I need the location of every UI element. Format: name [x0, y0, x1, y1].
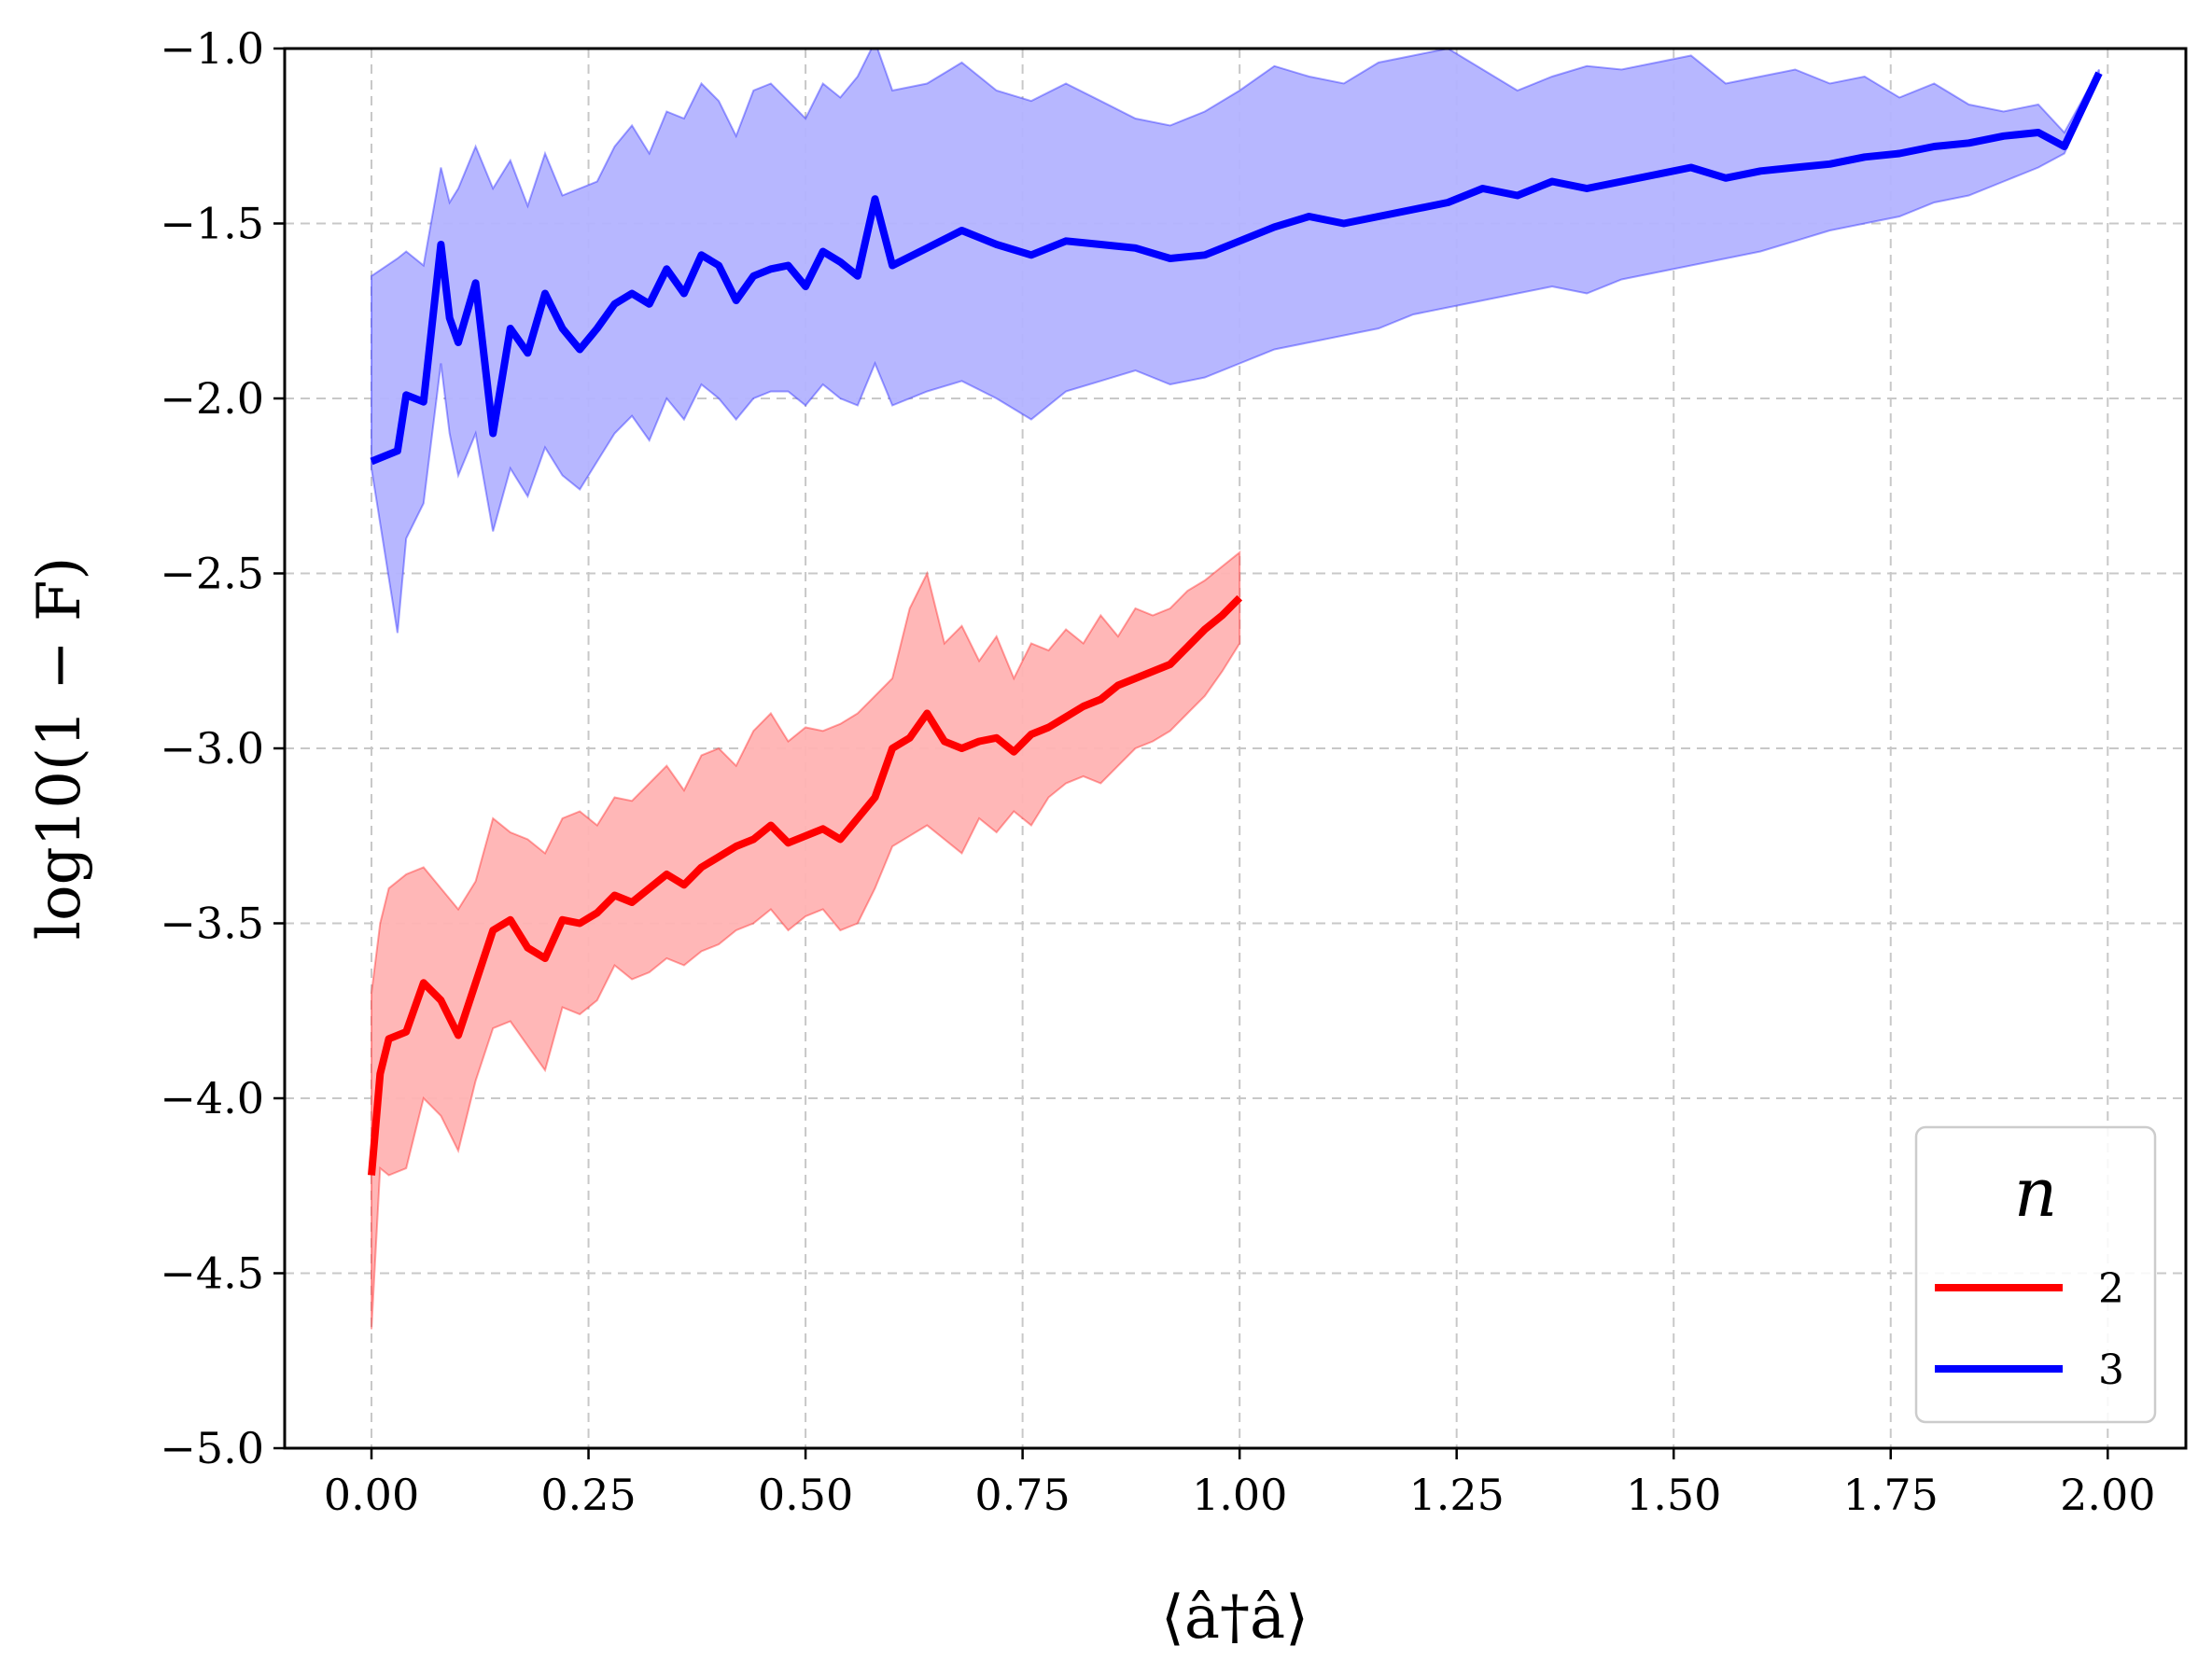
- x-tick-label: 0.50: [758, 1470, 853, 1520]
- x-tick-label: 1.75: [1843, 1470, 1939, 1520]
- axis-ticks: 0.00 0.25 0.50 0.75 1.00 1.25 1.50 1.75 2.00 −1.0…: [160, 23, 2155, 1520]
- y-tick-label: −2.5: [160, 549, 264, 599]
- legend-frame: [1914, 1125, 2157, 1424]
- y-tick-label: −4.5: [160, 1249, 264, 1299]
- y-tick-label: −4.0: [160, 1073, 264, 1123]
- x-tick-label: 2.00: [2060, 1470, 2155, 1520]
- y-axis-title: log10(1 − F): [25, 557, 94, 941]
- x-axis-title: ⟨â†â⟩: [1161, 1583, 1309, 1653]
- x-tick-label: 1.25: [1408, 1470, 1504, 1520]
- series-line-n2: [368, 594, 1243, 1176]
- y-tick-label: −5.0: [160, 1423, 264, 1473]
- series-line-n3: [370, 71, 2103, 466]
- legend-title: n: [2014, 1153, 2057, 1232]
- y-tick-label: −3.5: [160, 899, 264, 949]
- x-tick-label: 0.75: [974, 1470, 1070, 1520]
- y-tick-label: −2.0: [160, 373, 264, 424]
- series-lines: [368, 71, 2103, 1176]
- legend: n 2 3: [1914, 1125, 2157, 1424]
- y-tick-label: −1.5: [160, 199, 264, 249]
- legend-label-n3: 3: [2098, 1346, 2124, 1394]
- x-tick-label: 0.25: [540, 1470, 636, 1520]
- y-tick-label: −1.0: [160, 23, 264, 74]
- x-tick-label: 1.00: [1192, 1470, 1287, 1520]
- x-tick-label: 0.00: [324, 1470, 419, 1520]
- legend-label-n2: 2: [2098, 1265, 2124, 1313]
- x-tick-label: 1.50: [1626, 1470, 1721, 1520]
- y-tick-label: −3.0: [160, 723, 264, 774]
